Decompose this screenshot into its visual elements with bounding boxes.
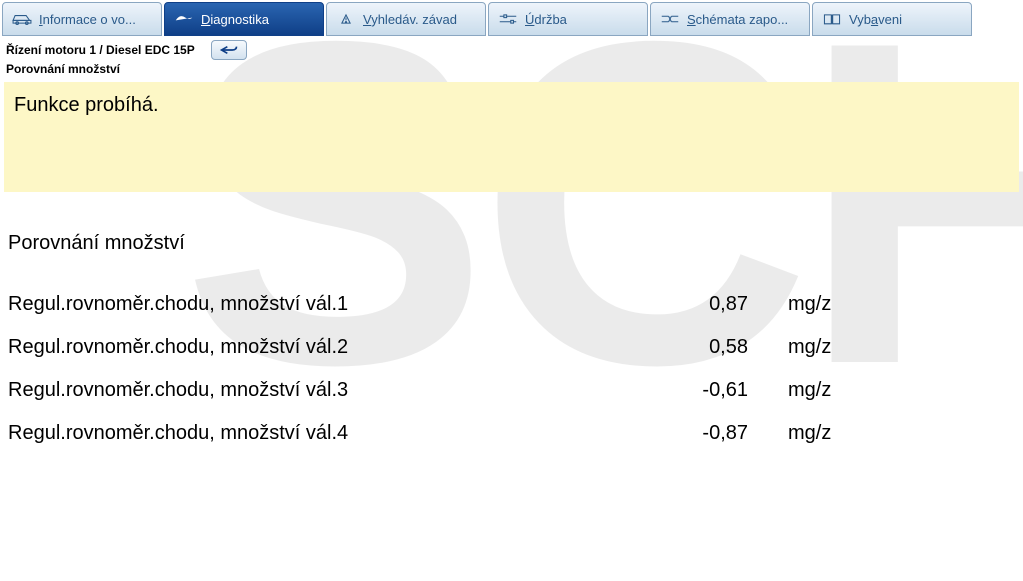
tab-label: Informace o vo... — [39, 12, 136, 27]
row-value: 0,58 — [608, 336, 788, 359]
row-label: Regul.rovnoměr.chodu, množství vál.4 — [8, 422, 608, 445]
page-subtitle: Porovnání množství — [0, 60, 1023, 82]
tab-maintenance[interactable]: Údržba — [488, 2, 648, 36]
status-text: Funkce probíhá. — [14, 94, 159, 116]
row-value: 0,87 — [608, 293, 788, 316]
tab-label: Údržba — [525, 12, 567, 27]
row-label: Regul.rovnoměr.chodu, množství vál.2 — [8, 336, 608, 359]
data-row: Regul.rovnoměr.chodu, množství vál.4 -0,… — [8, 412, 1015, 455]
row-value: -0,61 — [608, 379, 788, 402]
back-button[interactable] — [211, 40, 247, 60]
tab-vehicle-info[interactable]: Informace o vo... — [2, 2, 162, 36]
data-row: Regul.rovnoměr.chodu, množství vál.1 0,8… — [8, 283, 1015, 326]
main-tab-bar: Informace o vo... Diagnostika Vyhledáv. … — [0, 0, 1023, 36]
row-unit: mg/z — [788, 336, 908, 359]
tab-label: Vyhledáv. závad — [363, 12, 457, 27]
tab-label: Vybaveni — [849, 12, 902, 27]
row-unit: mg/z — [788, 422, 908, 445]
book-icon — [821, 9, 843, 29]
row-label: Regul.rovnoměr.chodu, množství vál.1 — [8, 293, 608, 316]
status-banner: Funkce probíhá. — [4, 82, 1019, 192]
tab-label: Diagnostika — [201, 12, 269, 27]
row-unit: mg/z — [788, 379, 908, 402]
row-unit: mg/z — [788, 293, 908, 316]
car-icon — [11, 9, 33, 29]
breadcrumb-row: Řízení motoru 1 / Diesel EDC 15P — [0, 36, 1023, 60]
tab-diagnostics[interactable]: Diagnostika — [164, 2, 324, 36]
warning-search-icon — [335, 9, 357, 29]
sliders-icon — [497, 9, 519, 29]
row-label: Regul.rovnoměr.chodu, množství vál.3 — [8, 379, 608, 402]
diagnostics-icon — [173, 9, 195, 29]
content-area: Porovnání množství Regul.rovnoměr.chodu,… — [0, 192, 1023, 455]
tab-wiring-diagrams[interactable]: Schémata zapo... — [650, 2, 810, 36]
tab-equipment[interactable]: Vybaveni — [812, 2, 972, 36]
breadcrumb: Řízení motoru 1 / Diesel EDC 15P — [6, 43, 195, 57]
wiring-icon — [659, 9, 681, 29]
section-title: Porovnání množství — [8, 192, 1015, 283]
tab-label: Schémata zapo... — [687, 12, 788, 27]
row-value: -0,87 — [608, 422, 788, 445]
data-row: Regul.rovnoměr.chodu, množství vál.2 0,5… — [8, 326, 1015, 369]
tab-fault-search[interactable]: Vyhledáv. závad — [326, 2, 486, 36]
data-row: Regul.rovnoměr.chodu, množství vál.3 -0,… — [8, 369, 1015, 412]
